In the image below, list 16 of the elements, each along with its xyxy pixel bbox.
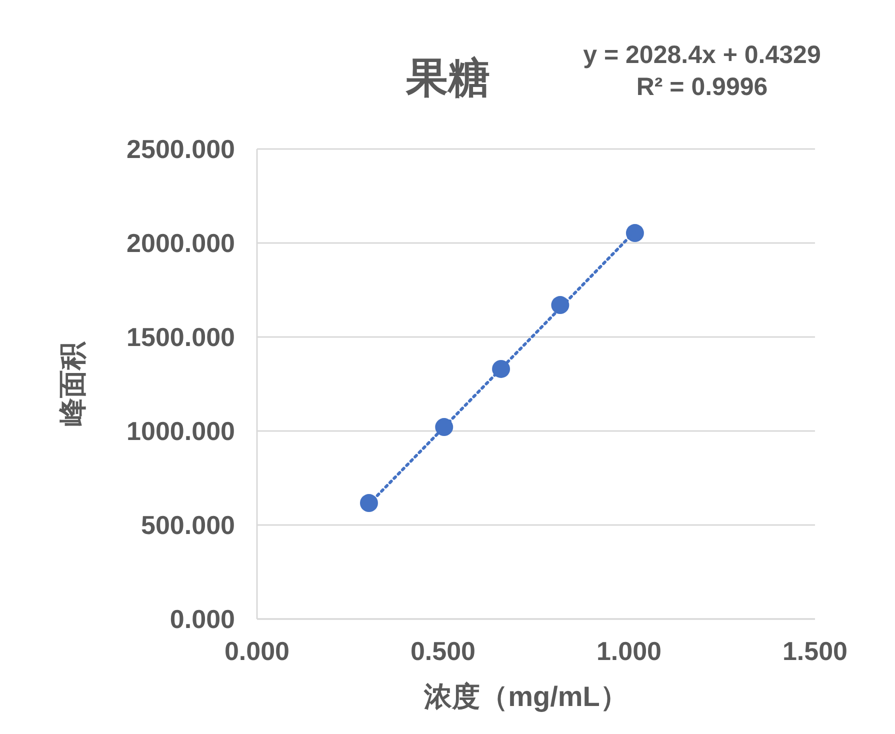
chart-title: 果糖 xyxy=(405,54,490,101)
x-axis-title: 浓度（mg/mL） xyxy=(423,681,628,712)
point xyxy=(626,224,644,242)
text: R² = 0.9996 xyxy=(636,73,768,101)
y-axis-title: 峰面积 xyxy=(57,341,88,426)
x-tick-label: 1.500 xyxy=(782,636,848,666)
y-tick-label: 2500.000 xyxy=(126,134,235,164)
y-tick-label: 1500.000 xyxy=(126,322,235,352)
x-tick-label: 0.500 xyxy=(410,636,476,666)
y-tick-label: 0.000 xyxy=(170,604,235,634)
text: y = 2028.4x + 0.4329 xyxy=(583,41,821,69)
x-tick-label: 1.000 xyxy=(596,636,662,666)
y-tick-label: 2000.000 xyxy=(126,228,235,258)
x-tick-label: 0.000 xyxy=(224,636,290,666)
y-tick-label: 1000.000 xyxy=(126,416,235,446)
y-tick-label: 500.000 xyxy=(141,510,235,540)
